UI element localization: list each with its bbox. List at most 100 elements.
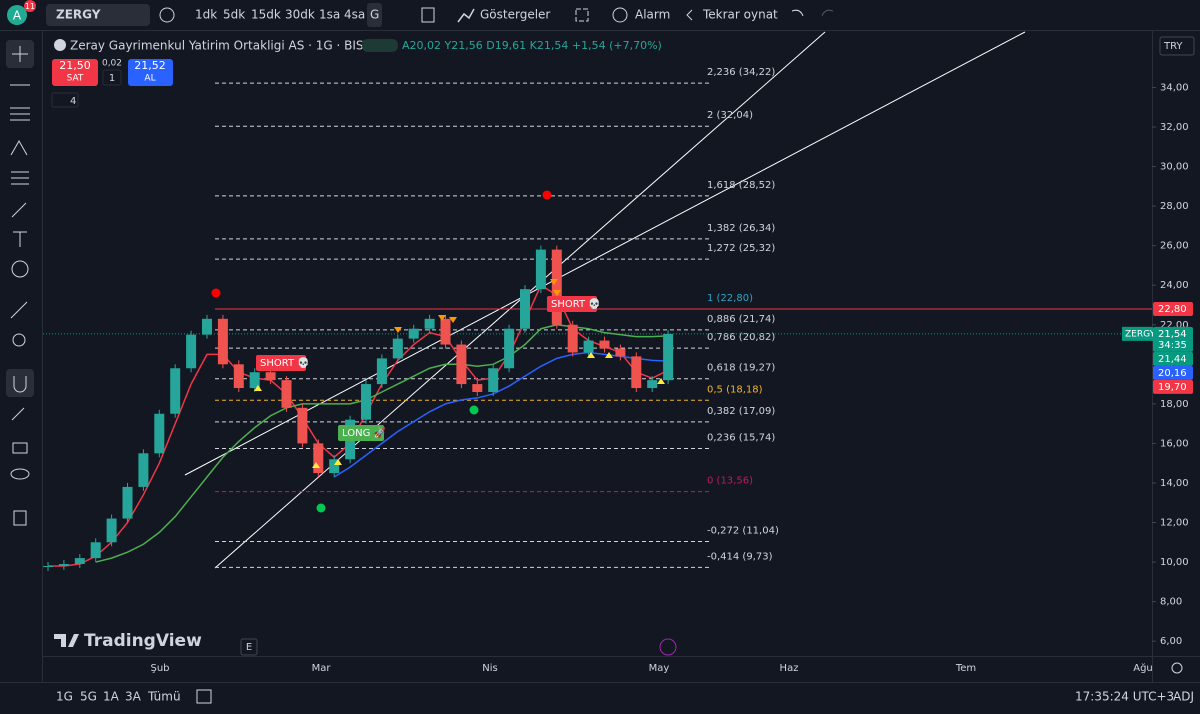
- candle: [329, 459, 340, 474]
- fib-label: 0,786 (20,82): [707, 332, 775, 343]
- range[interactable]: 3A: [125, 690, 142, 704]
- visibility-tool[interactable]: [10, 468, 30, 480]
- candle: [424, 318, 435, 329]
- currency-box[interactable]: [1159, 36, 1195, 56]
- chart-type-icon[interactable]: [421, 7, 435, 23]
- news-icon[interactable]: [659, 638, 677, 656]
- interval[interactable]: 1dk: [195, 8, 217, 22]
- fib-label: 0,236 (15,74): [707, 433, 775, 444]
- plot: 2,236 (34,22) 2 (32,04) 1,618 (28,52) 1,382…: [43, 67, 1152, 572]
- range[interactable]: 1A: [103, 690, 120, 704]
- add-symbol[interactable]: [159, 7, 175, 23]
- magnet-tool[interactable]: [13, 376, 27, 393]
- draw-mode-tool[interactable]: [11, 407, 25, 421]
- delete-tool[interactable]: [13, 510, 27, 526]
- qty-box[interactable]: [102, 69, 122, 86]
- measure-tool[interactable]: [10, 301, 28, 319]
- axis-settings[interactable]: [1171, 662, 1183, 674]
- brush-tool[interactable]: [11, 202, 27, 218]
- lock-tool[interactable]: [12, 442, 28, 454]
- y-tick-label: 30,00: [1160, 162, 1189, 173]
- candle: [297, 407, 308, 444]
- symbol-search[interactable]: [46, 4, 150, 26]
- fib-label: -0,272 (11,04): [707, 525, 779, 536]
- countdown: 34:35: [1158, 340, 1187, 351]
- y-tick-label: 28,00: [1160, 201, 1189, 212]
- interval-active: [367, 3, 382, 27]
- interval[interactable]: 4sa: [344, 8, 365, 22]
- long-label: [338, 425, 384, 441]
- range[interactable]: 1G: [56, 690, 73, 704]
- replay[interactable]: Tekrar oynat: [702, 8, 778, 22]
- y-tick-label: 10,00: [1160, 557, 1189, 568]
- y-tick-label: 14,00: [1160, 478, 1189, 489]
- fib-label: -0,414 (9,73): [707, 551, 773, 562]
- text-tool[interactable]: [13, 231, 27, 247]
- fib-label: 0,886 (21,74): [707, 314, 775, 325]
- y-tick-label: 18,00: [1160, 399, 1189, 410]
- fib-label: 0,5 (18,18): [707, 384, 763, 395]
- fib-label: 1,272 (25,32): [707, 243, 775, 254]
- x-tick-label: Tem: [955, 663, 976, 674]
- event-box[interactable]: [240, 638, 258, 656]
- price-badge: [1153, 351, 1193, 366]
- range[interactable]: Tümü: [147, 690, 181, 704]
- alarm[interactable]: Alarm: [635, 8, 670, 22]
- candle: [408, 328, 419, 339]
- sell-price: 21,50: [59, 59, 91, 72]
- candle: [456, 344, 467, 385]
- buy-button[interactable]: [128, 59, 173, 86]
- fib-tool[interactable]: [10, 107, 30, 121]
- signals: SHORT 💀 SHORT 💀 LONG 🚀: [211, 190, 665, 513]
- y-tick-label: 32,00: [1160, 122, 1189, 133]
- candle: [472, 384, 483, 392]
- date-range-icon[interactable]: [196, 689, 212, 704]
- fib-label: 2,236 (34,22): [707, 67, 775, 78]
- avatar[interactable]: [7, 5, 27, 25]
- fib-label: 2 (32,04): [707, 110, 753, 121]
- signal-dot: [316, 503, 326, 513]
- interval[interactable]: 15dk: [251, 8, 281, 22]
- undo[interactable]: [791, 9, 804, 17]
- fib-label: 1,382 (26,34): [707, 223, 775, 234]
- interval[interactable]: 5dk: [223, 8, 245, 22]
- adj[interactable]: ADJ: [1173, 690, 1194, 704]
- candle: [520, 289, 530, 329]
- candle: [631, 356, 642, 389]
- alarm-icon: [612, 7, 628, 23]
- short-label: [547, 296, 597, 312]
- candle: [170, 368, 181, 414]
- y-tick-label: 26,00: [1160, 241, 1189, 252]
- layouts-icon[interactable]: [575, 8, 589, 22]
- range[interactable]: 5G: [80, 690, 97, 704]
- current-badge: [1153, 326, 1193, 352]
- symbol-badge-label: ZERGY: [1125, 329, 1156, 339]
- indicators[interactable]: Göstergeler: [480, 8, 550, 22]
- x-tick-label: Şub: [150, 663, 169, 674]
- candle: [583, 340, 594, 353]
- signal-dot: [469, 405, 479, 415]
- candle: [440, 318, 451, 345]
- candle: [138, 453, 149, 487]
- zoom-tool[interactable]: [12, 333, 26, 347]
- forecast-tool[interactable]: [11, 171, 29, 185]
- candle: [122, 486, 133, 519]
- candle: [663, 333, 674, 381]
- symbol-logo: [54, 39, 66, 51]
- candle: [551, 249, 562, 325]
- candle: [313, 443, 324, 474]
- candle: [249, 372, 260, 389]
- interval[interactable]: 30dk: [285, 8, 315, 22]
- fib-label: 1 (22,80): [707, 293, 753, 304]
- interval[interactable]: 1sa: [319, 8, 340, 22]
- pattern-tool[interactable]: [10, 139, 28, 156]
- candle: [217, 318, 228, 365]
- icon-tool[interactable]: [11, 260, 29, 278]
- candle: [535, 249, 546, 290]
- crosshair-tool[interactable]: [12, 46, 28, 62]
- redo[interactable]: [821, 9, 834, 17]
- sell-button[interactable]: [52, 59, 98, 86]
- indicators-toggle[interactable]: [51, 92, 79, 108]
- interval[interactable]: G: [370, 8, 379, 22]
